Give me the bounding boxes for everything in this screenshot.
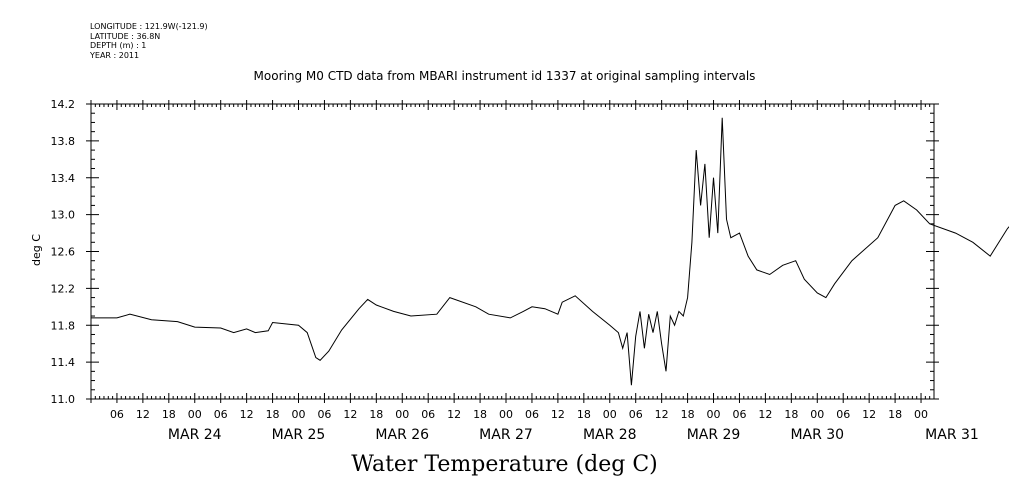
x-tick-label: 18 (162, 408, 176, 421)
x-tick-label: 00 (292, 408, 306, 421)
y-tick-label: 11.4 (51, 356, 76, 369)
x-day-label: MAR 25 (272, 427, 326, 443)
x-tick-label: 12 (551, 408, 565, 421)
x-tick-label: 18 (266, 408, 280, 421)
x-tick-label: 00 (914, 408, 928, 421)
y-tick-label: 12.6 (51, 246, 76, 259)
x-tick-label: 18 (681, 408, 695, 421)
x-tick-label: 06 (317, 408, 331, 421)
latitude-text: LATITUDE : 36.8N (90, 31, 161, 41)
y-tick-label: 11.0 (51, 393, 76, 406)
x-tick-label: 06 (525, 408, 539, 421)
chart-title: Mooring M0 CTD data from MBARI instrumen… (253, 69, 756, 83)
x-tick-label: 06 (110, 408, 124, 421)
x-tick-label: 18 (369, 408, 383, 421)
y-tick-label: 13.0 (51, 209, 76, 222)
depth-text: DEPTH (m) : 1 (90, 41, 147, 51)
x-tick-label: 12 (240, 408, 254, 421)
x-tick-label: 00 (395, 408, 409, 421)
x-tick-label: 00 (707, 408, 721, 421)
x-tick-label: 12 (862, 408, 876, 421)
year-text: YEAR : 2011 (90, 50, 140, 60)
x-day-label: MAR 30 (790, 427, 844, 443)
x-tick-label: 12 (655, 408, 669, 421)
x-tick-label: 12 (758, 408, 772, 421)
y-tick-label: 12.2 (51, 282, 76, 295)
series-line (91, 117, 1009, 386)
x-tick-label: 12 (447, 408, 461, 421)
x-tick-label: 18 (473, 408, 487, 421)
y-axis-label: deg C (30, 234, 43, 266)
x-tick-label: 06 (732, 408, 746, 421)
y-tick-label: 13.8 (51, 135, 76, 148)
x-tick-label: 06 (836, 408, 850, 421)
y-tick-label: 13.4 (51, 172, 76, 185)
longitude-text: LONGITUDE : 121.9W(-121.9) (90, 22, 208, 31)
x-day-label: MAR 26 (375, 427, 429, 443)
metadata-block: LONGITUDE : 121.9W(-121.9) LATITUDE : 36… (90, 22, 208, 60)
x-tick-label: 06 (421, 408, 435, 421)
x-tick-label: 18 (888, 408, 902, 421)
y-tick-label: 14.2 (51, 98, 76, 111)
x-tick-label: 12 (343, 408, 357, 421)
x-tick-label: 18 (577, 408, 591, 421)
y-tick-label: 11.8 (51, 319, 76, 332)
x-day-label: MAR 24 (168, 427, 222, 443)
x-tick-label: 00 (188, 408, 202, 421)
x-tick-label: 18 (784, 408, 798, 421)
x-tick-label: 06 (629, 408, 643, 421)
plot-frame (90, 103, 935, 400)
x-tick-label: 00 (499, 408, 513, 421)
x-day-label: MAR 28 (583, 427, 637, 443)
x-tick-label: 12 (136, 408, 150, 421)
x-tick-label: 00 (810, 408, 824, 421)
x-tick-label: 00 (603, 408, 617, 421)
x-tick-label: 06 (214, 408, 228, 421)
x-axis-label: Water Temperature (deg C) (351, 452, 658, 477)
x-day-label: MAR 29 (687, 427, 741, 443)
x-day-label: MAR 31 (925, 427, 979, 443)
x-day-label: MAR 27 (479, 427, 533, 443)
